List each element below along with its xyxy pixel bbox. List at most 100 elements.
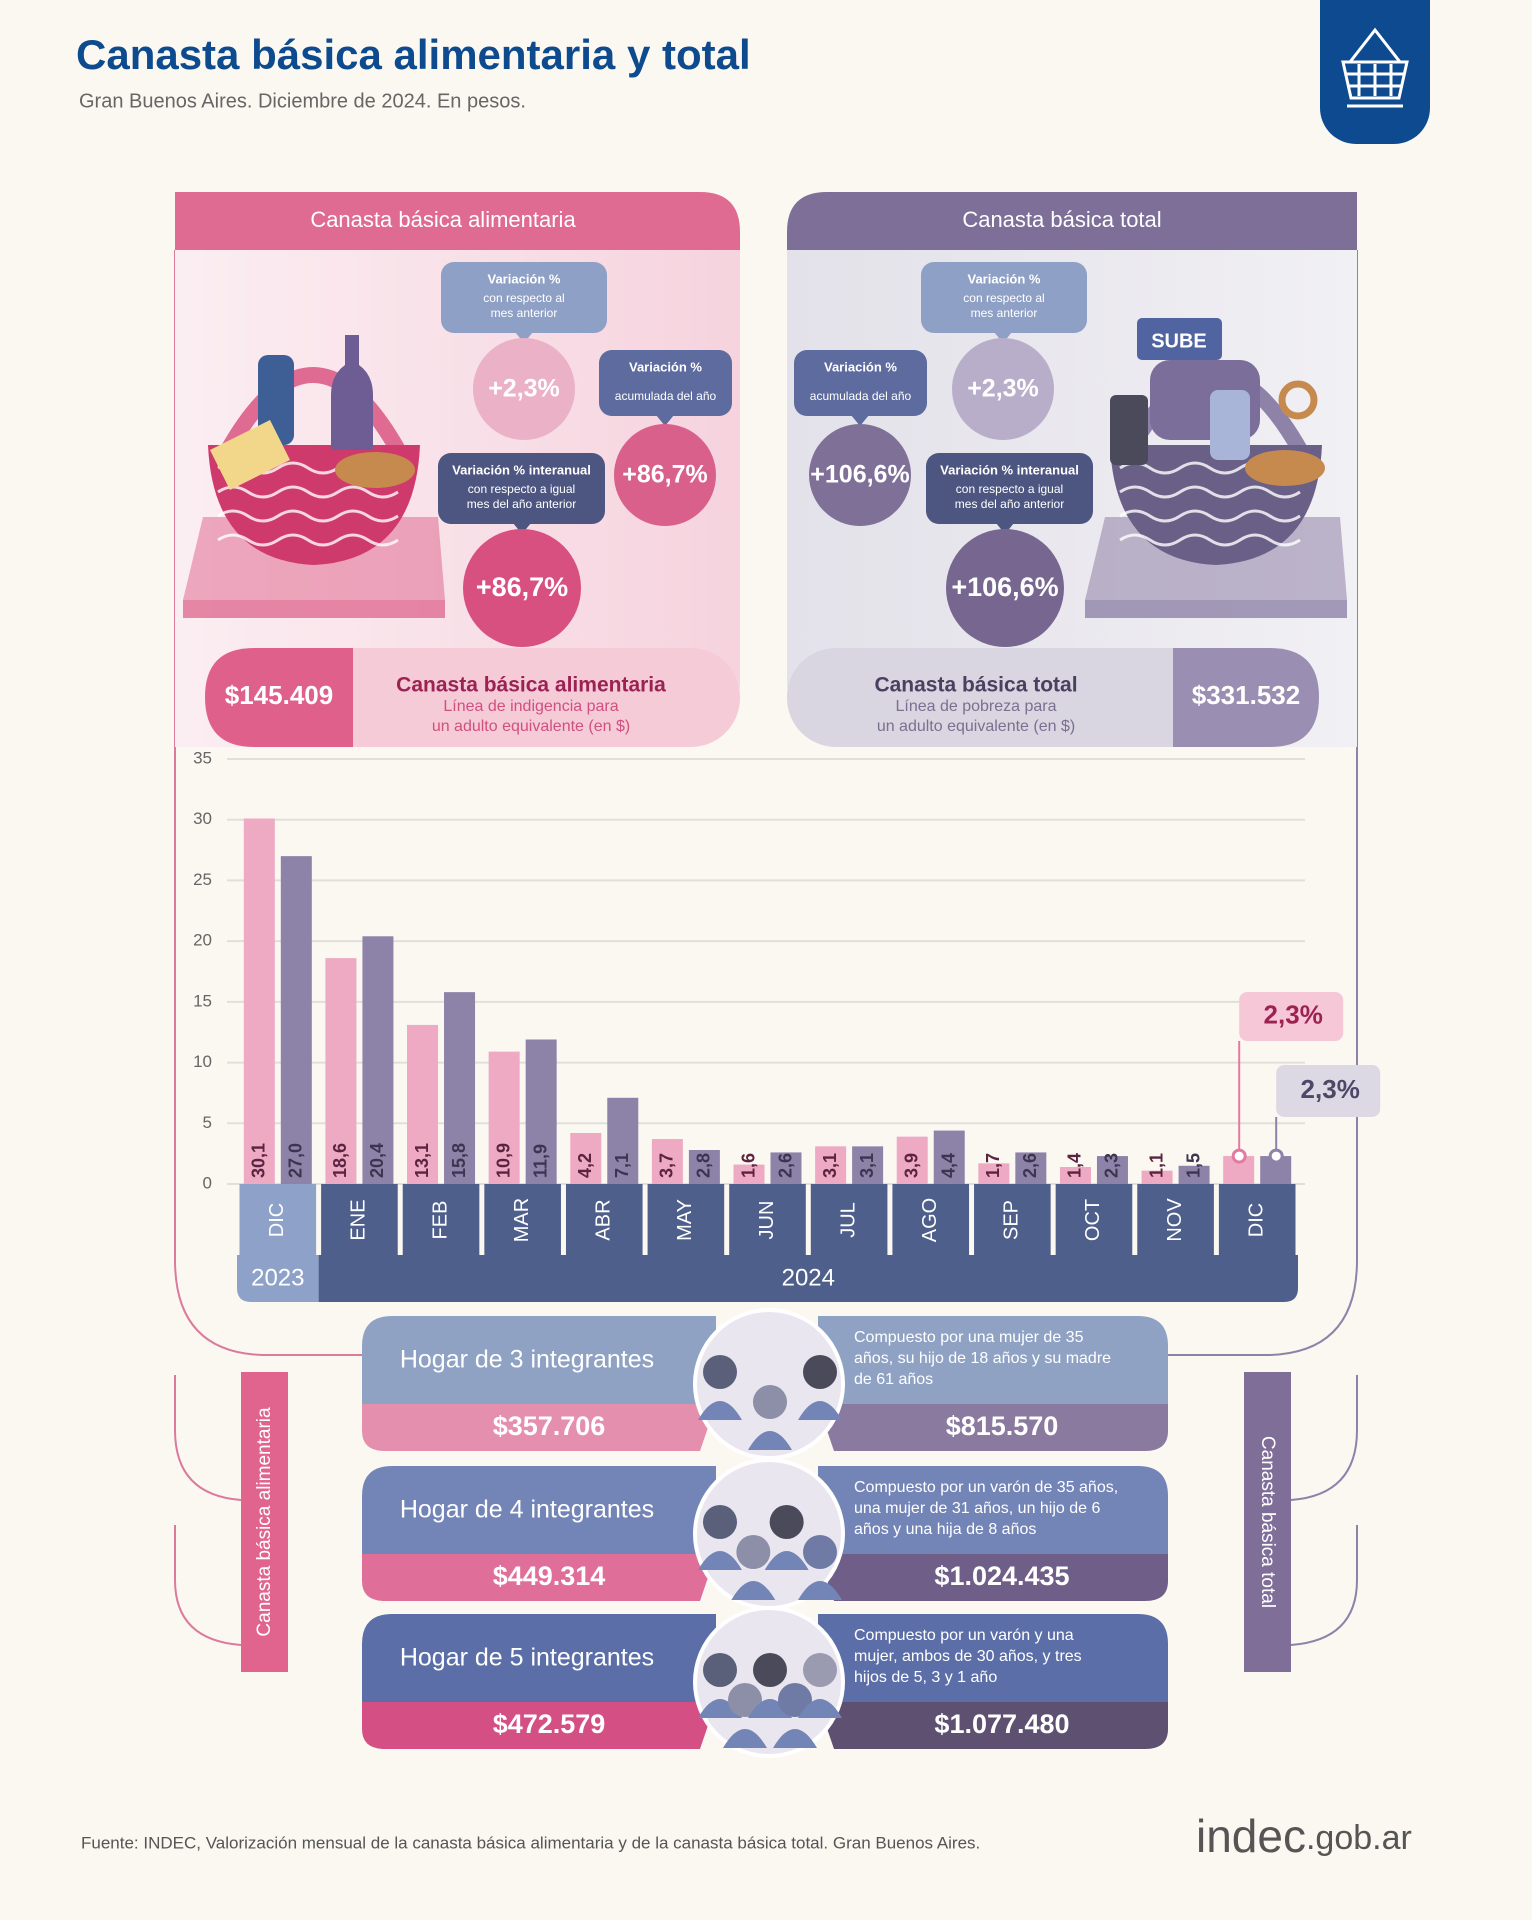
bar — [1178, 1165, 1210, 1184]
bread — [335, 452, 415, 488]
callout-pointer — [851, 415, 869, 426]
household-total-bg — [818, 1404, 1168, 1451]
category-tile — [1137, 1184, 1214, 1256]
callout-box — [921, 262, 1087, 333]
callout-subtitle: mes del año anterior — [467, 497, 576, 511]
callout-value: +106,6% — [951, 572, 1058, 602]
callout-pointer — [515, 332, 533, 343]
year-bar — [237, 1255, 319, 1302]
year-label: 2023 — [251, 1264, 304, 1291]
callout-label-box — [1276, 1065, 1381, 1117]
platform — [183, 600, 445, 618]
y-tick-label: 20 — [193, 931, 212, 950]
y-tick-label: 30 — [193, 809, 212, 828]
household-food-bg — [362, 1404, 716, 1451]
basket-weave — [1119, 485, 1301, 499]
household-description: mujer, ambos de 30 años, y tres — [854, 1648, 1082, 1665]
callout-value: +86,7% — [622, 461, 708, 489]
household-desc-bg — [818, 1614, 1168, 1702]
wine — [331, 335, 373, 450]
value-label: 4,4 — [938, 1153, 958, 1178]
value-label: 13,1 — [412, 1143, 432, 1178]
family-body — [698, 1551, 742, 1570]
bar — [1059, 1167, 1091, 1184]
bread — [1245, 450, 1325, 486]
household-total-amount: $1.024.435 — [934, 1561, 1069, 1591]
value-label: 10,9 — [493, 1143, 513, 1178]
panel-header — [787, 192, 1357, 250]
value-label: 1,1 — [1146, 1153, 1166, 1178]
frame-right-arc — [1290, 1525, 1358, 1646]
value-label: 3,7 — [657, 1153, 677, 1178]
bar — [852, 1146, 884, 1184]
callout-pointer — [513, 523, 531, 534]
household-title: Hogar de 3 integrantes — [400, 1346, 654, 1374]
family-body — [698, 1401, 742, 1420]
family-head — [803, 1535, 837, 1569]
basket-weave — [1119, 509, 1301, 523]
family-head — [769, 1505, 804, 1539]
callout-subtitle: mes anterior — [971, 306, 1038, 320]
callout-subtitle: con respecto al — [483, 291, 564, 305]
callout-pointer — [994, 332, 1012, 343]
source-note: Fuente: INDEC, Valorización mensual de l… — [81, 1833, 980, 1852]
subtitle: Gran Buenos Aires. Diciembre de 2024. En… — [79, 90, 526, 112]
summary-amount-bg — [205, 648, 353, 747]
bar — [280, 856, 312, 1184]
family-head — [703, 1355, 737, 1389]
value-label: 3,1 — [820, 1153, 840, 1178]
card — [1137, 318, 1222, 360]
y-tick-label: 0 — [203, 1173, 212, 1192]
x-tick-label: ABR — [593, 1199, 615, 1240]
callout-title: Variación % — [629, 359, 702, 374]
family-body — [748, 1431, 792, 1450]
household-food-bg — [362, 1554, 716, 1601]
side-label: Canasta básica alimentaria — [254, 1407, 275, 1637]
logo: indec.gob.ar — [1196, 1810, 1412, 1862]
x-tick-label: DIC — [1245, 1203, 1267, 1237]
category-tile — [565, 1184, 643, 1256]
summary-amount: $145.409 — [225, 680, 333, 710]
value-label: 2,3% — [1264, 999, 1323, 1029]
callout-value: +2,3% — [488, 375, 560, 403]
basket-weave — [1119, 533, 1301, 547]
value-label: 3,9 — [901, 1153, 921, 1178]
frame-left — [174, 250, 362, 1356]
frame-left-arc — [174, 1375, 242, 1501]
x-tick-label: DIC — [266, 1203, 288, 1237]
household-total-amount: $1.077.480 — [934, 1709, 1069, 1739]
household-food-amount: $449.314 — [493, 1561, 606, 1591]
x-tick-label: OCT — [1082, 1199, 1104, 1241]
value-label: 27,0 — [286, 1143, 306, 1178]
value-label: 1,4 — [1065, 1153, 1085, 1178]
summary-description: un adulto equivalente (en $) — [432, 718, 630, 735]
value-label: 18,6 — [330, 1143, 350, 1178]
cheese — [210, 420, 290, 490]
y-tick-label: 5 — [203, 1113, 212, 1132]
household-description: Compuesto por un varón de 35 años, — [854, 1479, 1118, 1496]
summary-name: Canasta básica alimentaria — [396, 674, 666, 697]
category-tile — [239, 1184, 317, 1256]
family-body — [798, 1699, 842, 1718]
icon-handle — [1348, 27, 1402, 63]
phone — [1110, 395, 1148, 465]
bar — [325, 958, 357, 1184]
x-tick-label: FEB — [429, 1201, 451, 1240]
frame-left-arc — [174, 1525, 242, 1646]
callout-subtitle: mes del año anterior — [955, 497, 1064, 511]
x-tick-label: NOV — [1164, 1198, 1186, 1242]
panel-header — [175, 192, 740, 250]
household-desc-bg — [818, 1466, 1168, 1554]
household-food-amount: $472.579 — [493, 1709, 606, 1739]
category-tile — [974, 1184, 1051, 1256]
household-total-amount: $815.570 — [946, 1411, 1059, 1441]
summary-name: Canasta básica total — [874, 674, 1077, 697]
household-description: de 61 años — [854, 1371, 933, 1388]
bar — [815, 1146, 847, 1184]
callout-box — [794, 350, 927, 416]
household-food-amount: $357.706 — [493, 1411, 606, 1441]
callout-value: +86,7% — [476, 572, 568, 602]
family-head — [736, 1535, 771, 1569]
